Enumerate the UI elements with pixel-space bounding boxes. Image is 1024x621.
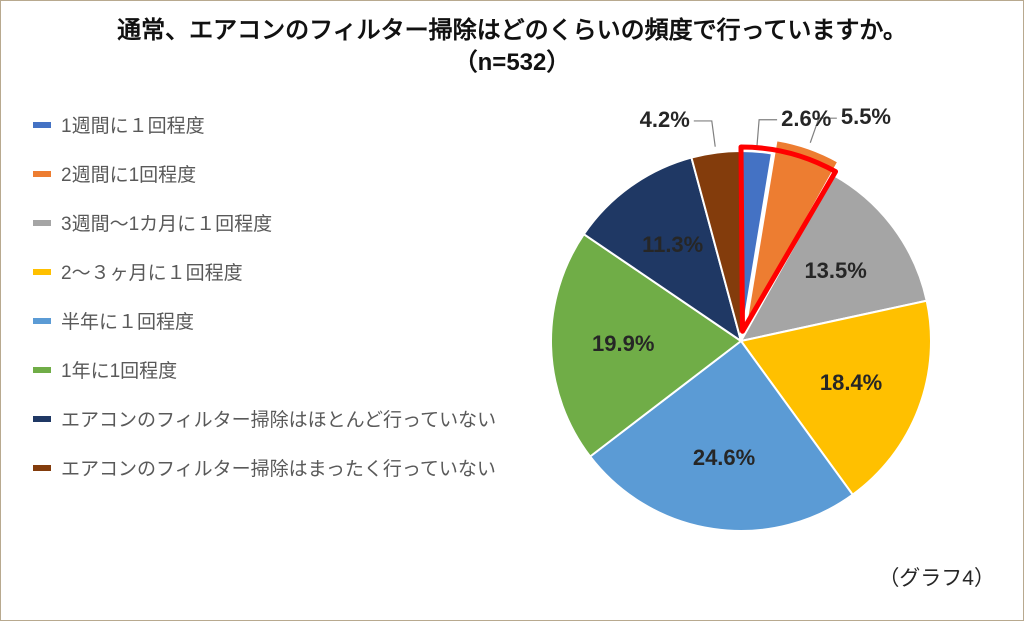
legend-item: エアコンのフィルター掃除はほとんど行っていない	[33, 405, 496, 432]
legend-item: 1年に1回程度	[33, 356, 496, 383]
legend-label: エアコンのフィルター掃除はまったく行っていない	[61, 454, 496, 481]
leader-line	[757, 120, 777, 146]
pie-svg	[481, 81, 1021, 621]
legend: 1週間に１回程度 2週間に1回程度 3週間～1カ月に１回程度 2～３ヶ月に１回程度半年…	[33, 111, 496, 481]
chart-frame: 通常、エアコンのフィルター掃除はどのくらいの頻度で行っていますか。 （n=532…	[0, 0, 1024, 621]
leader-line	[694, 121, 715, 147]
legend-swatch	[33, 416, 51, 422]
chart-caption: （グラフ4）	[878, 562, 995, 592]
pie-data-label: 19.9%	[583, 331, 663, 357]
pie-data-label: 5.5%	[841, 104, 891, 130]
legend-label: 3週間～1カ月に１回程度	[61, 209, 272, 236]
legend-swatch	[33, 269, 51, 275]
title-line-2: （n=532）	[1, 47, 1023, 79]
pie-data-label: 4.2%	[614, 107, 690, 133]
legend-label: 1週間に１回程度	[61, 111, 205, 138]
legend-label: 2週間に1回程度	[61, 160, 196, 187]
pie-data-label: 24.6%	[684, 445, 764, 471]
chart-title: 通常、エアコンのフィルター掃除はどのくらいの頻度で行っていますか。 （n=532…	[1, 15, 1023, 80]
legend-label: 2～３ヶ月に１回程度	[61, 258, 243, 285]
pie-data-label: 13.5%	[796, 258, 876, 284]
pie-chart: 2.6% 5.5% 13.5% 18.4% 24.6% 19.9% 11.3% 4.2%	[481, 81, 1021, 621]
legend-swatch	[33, 367, 51, 373]
legend-label: 半年に１回程度	[61, 307, 194, 334]
legend-item: 1週間に１回程度	[33, 111, 496, 138]
legend-label: 1年に1回程度	[61, 356, 177, 383]
legend-swatch	[33, 318, 51, 324]
chart-content: 1週間に１回程度 2週間に1回程度 3週間～1カ月に１回程度 2～３ヶ月に１回程度半年…	[1, 101, 1023, 620]
pie-data-label: 2.6%	[781, 106, 831, 132]
legend-swatch	[33, 122, 51, 128]
legend-swatch	[33, 220, 51, 226]
legend-swatch	[33, 171, 51, 177]
legend-item: 2～３ヶ月に１回程度	[33, 258, 496, 285]
pie-data-label: 11.3%	[633, 232, 713, 258]
legend-item: エアコンのフィルター掃除はまったく行っていない	[33, 454, 496, 481]
pie-data-label: 18.4%	[811, 370, 891, 396]
legend-item: 3週間～1カ月に１回程度	[33, 209, 496, 236]
legend-item: 半年に１回程度	[33, 307, 496, 334]
legend-swatch	[33, 465, 51, 471]
title-line-1: 通常、エアコンのフィルター掃除はどのくらいの頻度で行っていますか。	[1, 15, 1023, 47]
legend-label: エアコンのフィルター掃除はほとんど行っていない	[61, 405, 496, 432]
legend-item: 2週間に1回程度	[33, 160, 496, 187]
